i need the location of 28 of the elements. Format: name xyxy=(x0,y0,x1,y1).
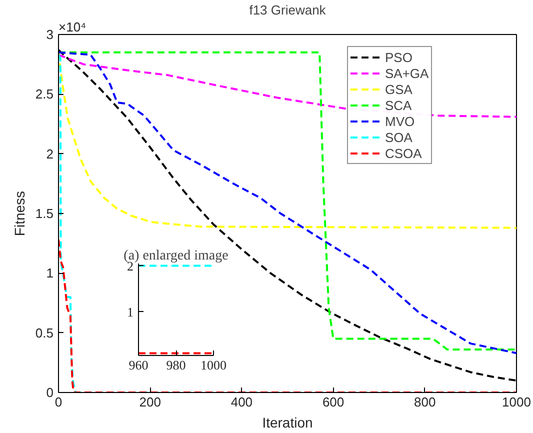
y-tick-label: 2 xyxy=(46,146,54,162)
y-tick-label: 0.5 xyxy=(35,325,54,340)
x-tick-label: 600 xyxy=(322,394,344,410)
x-tick-label: 1000 xyxy=(502,394,531,410)
legend-label: SCA xyxy=(385,97,412,113)
text: ×10⁴ xyxy=(58,20,86,34)
x-tick-label: 980 xyxy=(166,358,186,372)
y-axis-title: Fitness xyxy=(11,190,28,236)
x-tick-label: 800 xyxy=(414,394,436,410)
chart-title: f13 Griewank xyxy=(249,2,326,18)
y-tick-label: 0 xyxy=(46,385,54,400)
y-tick-label: 3 xyxy=(46,27,54,42)
y-tick-label: 1 xyxy=(127,304,134,320)
legend-label: SOA xyxy=(385,129,412,145)
legend-label: CSOA xyxy=(385,145,422,161)
x-tick-label: 1000 xyxy=(200,358,226,372)
x-axis-title: Iteration xyxy=(262,414,313,430)
legend-label: GSA xyxy=(385,81,412,97)
legend-label: SA+GA xyxy=(385,65,429,81)
y-tick-label: 1 xyxy=(46,266,54,281)
legend-label: PSO xyxy=(385,49,412,65)
x-tick-label: 400 xyxy=(230,394,253,410)
legend-label: MVO xyxy=(385,113,415,129)
x-tick-label: 960 xyxy=(128,358,148,372)
y-tick-label: 1.5 xyxy=(35,206,54,221)
y-tick-label: 2.5 xyxy=(35,86,54,102)
line-series xyxy=(58,51,516,229)
x-tick-label: 200 xyxy=(139,394,161,410)
